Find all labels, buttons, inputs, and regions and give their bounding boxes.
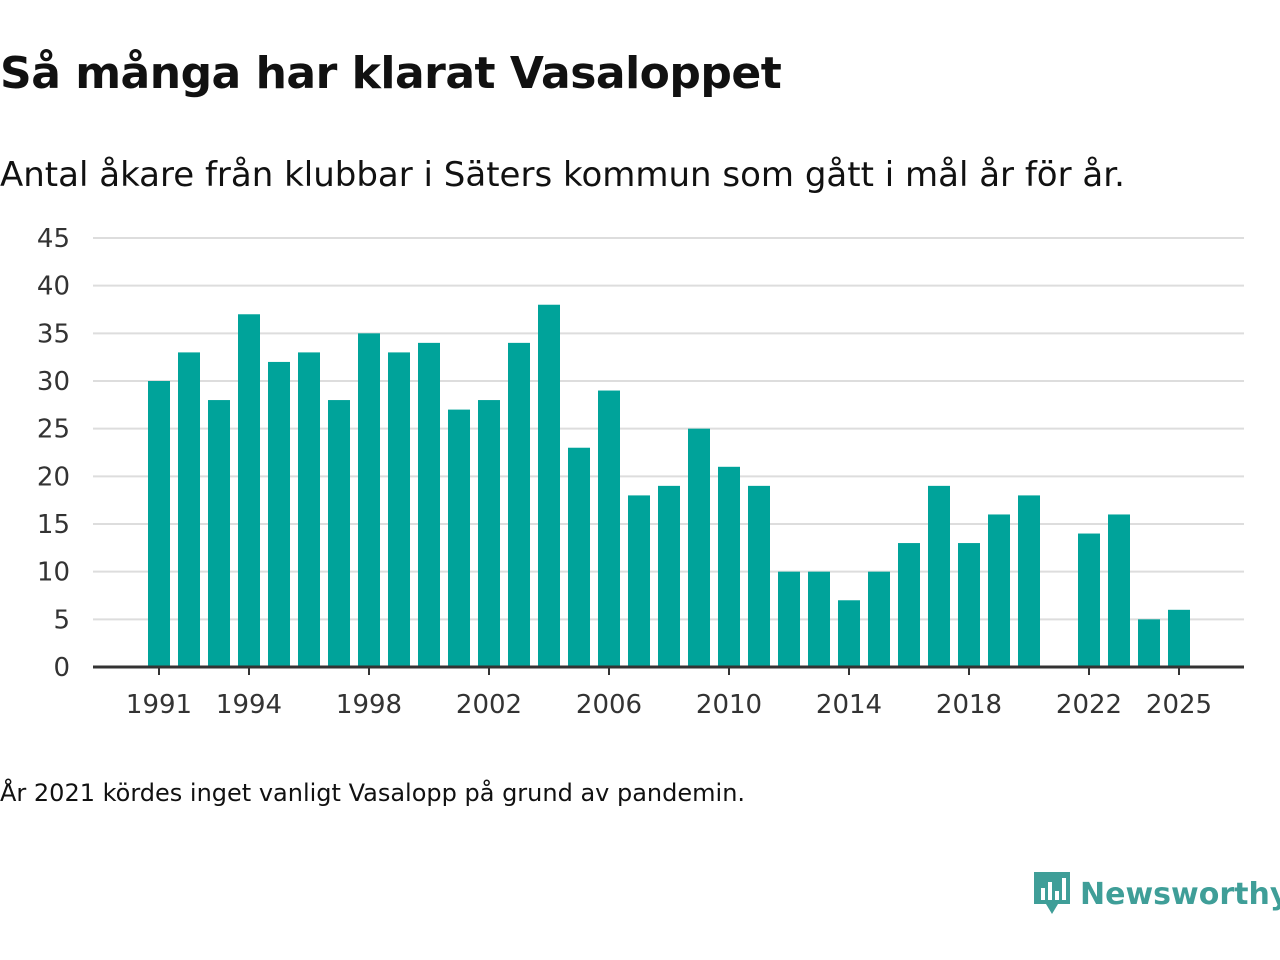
bar-2006 [598, 390, 620, 667]
bar-2000 [418, 342, 440, 667]
bar-2023 [1108, 514, 1130, 667]
x-tick-label: 2010 [696, 690, 762, 720]
y-tick-label: 45 [37, 224, 70, 254]
x-tick-label: 2014 [816, 690, 882, 720]
y-tick-label: 20 [37, 462, 70, 492]
x-tick-label: 2018 [936, 690, 1002, 720]
y-tick-label: 5 [53, 605, 70, 635]
y-tick-label: 15 [37, 510, 70, 540]
bar-2015 [868, 571, 890, 667]
newsworthy-logo-icon [1034, 872, 1070, 914]
bar-2017 [928, 485, 950, 667]
y-tick-label: 35 [37, 319, 70, 349]
x-tick-label: 2002 [456, 690, 522, 720]
bar-1991 [148, 381, 170, 667]
bar-1993 [208, 400, 230, 667]
footnote: År 2021 kördes inget vanligt Vasalopp på… [0, 779, 746, 807]
bar-1992 [178, 352, 200, 667]
bar-2005 [568, 447, 590, 667]
bar-1997 [328, 400, 350, 667]
bar-2008 [658, 485, 680, 667]
bar-1995 [268, 361, 290, 667]
bar-2001 [448, 409, 470, 667]
x-tick-label: 2025 [1146, 690, 1212, 720]
bar-2018 [958, 543, 980, 667]
bar-2003 [508, 342, 530, 667]
bar-2014 [838, 600, 860, 667]
bar-2025 [1168, 609, 1190, 667]
brand-logo: Newsworthy [1032, 870, 1280, 918]
x-tick-label: 1991 [126, 690, 192, 720]
y-tick-label: 0 [53, 653, 70, 683]
bar-2012 [778, 571, 800, 667]
bar-1996 [298, 352, 320, 667]
bar-2010 [718, 466, 740, 667]
bar-2016 [898, 543, 920, 667]
y-tick-label: 10 [37, 558, 70, 588]
x-tick-label: 2022 [1056, 690, 1122, 720]
x-tick-label: 1998 [336, 690, 402, 720]
chart-title: Så många har klarat Vasaloppet [0, 48, 782, 99]
bar-2011 [748, 485, 770, 667]
x-tick-label: 2006 [576, 690, 642, 720]
bar-1998 [358, 333, 380, 667]
bar-2002 [478, 400, 500, 667]
y-tick-label: 40 [37, 272, 70, 302]
bar-2022 [1078, 533, 1100, 667]
bar-2007 [628, 495, 650, 667]
bar-2019 [988, 514, 1010, 667]
y-tick-label: 30 [37, 367, 70, 397]
brand-name: Newsworthy [1080, 876, 1280, 912]
chart-subtitle: Antal åkare från klubbar i Säters kommun… [0, 155, 1125, 195]
bar-1994 [238, 314, 260, 667]
bar-2024 [1138, 619, 1160, 667]
bar-1999 [388, 352, 410, 667]
x-tick-label: 1994 [216, 690, 282, 720]
bar-2009 [688, 428, 710, 667]
bar-2004 [538, 304, 560, 667]
y-tick-label: 25 [37, 415, 70, 445]
bar-2020 [1018, 495, 1040, 667]
bar-2013 [808, 571, 830, 667]
